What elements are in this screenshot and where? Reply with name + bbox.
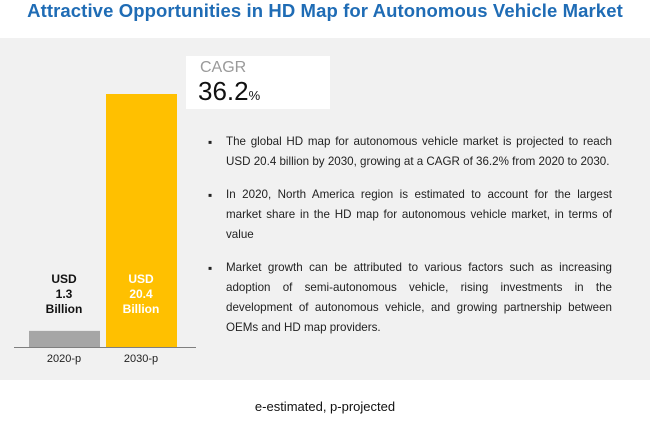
chart-title: Attractive Opportunities in HD Map for A… bbox=[27, 0, 623, 21]
bar-label-2020-line2: 1.3 bbox=[55, 287, 73, 301]
cagr-value: 36.2% bbox=[198, 76, 260, 107]
bar-label-2030: USD 20.4 Billion bbox=[106, 272, 176, 317]
footnote: e-estimated, p-projected bbox=[254, 399, 396, 414]
bar-2030 bbox=[106, 94, 177, 347]
bullet-item: ▪ Market growth can be attributed to var… bbox=[208, 258, 612, 338]
bar-chart bbox=[14, 94, 196, 348]
bullet-item: ▪ The global HD map for autonomous vehic… bbox=[208, 132, 612, 172]
bullet-text: The global HD map for autonomous vehicle… bbox=[226, 135, 612, 168]
bullet-text: In 2020, North America region is estimat… bbox=[226, 188, 612, 241]
bullet-item: ▪ In 2020, North America region is estim… bbox=[208, 185, 612, 245]
bullet-icon: ▪ bbox=[208, 261, 213, 275]
bar-label-2030-line1: USD bbox=[128, 272, 154, 286]
bullet-text: Market growth can be attributed to vario… bbox=[226, 261, 612, 334]
bullet-list: ▪ The global HD map for autonomous vehic… bbox=[208, 132, 612, 351]
bar-label-2020: USD 1.3 Billion bbox=[29, 272, 99, 317]
bar-label-2020-line1: USD bbox=[51, 272, 77, 286]
cagr-number: 36.2 bbox=[198, 76, 249, 106]
content-panel: USD 1.3 Billion USD 20.4 Billion 2020-p … bbox=[0, 38, 650, 380]
x-tick-label-2030: 2030-p bbox=[123, 353, 159, 365]
cagr-unit: % bbox=[248, 88, 261, 103]
cagr-box: CAGR 36.2% bbox=[186, 56, 330, 109]
bar-2020 bbox=[29, 330, 100, 347]
x-tick-label-2020: 2020-p bbox=[46, 353, 82, 365]
bar-label-2030-line3: Billion bbox=[122, 302, 160, 316]
bar-label-2030-line2: 20.4 bbox=[129, 287, 153, 301]
bar-label-2020-line3: Billion bbox=[45, 302, 83, 316]
bullet-icon: ▪ bbox=[208, 188, 213, 202]
cagr-label: CAGR bbox=[200, 59, 247, 76]
bullet-icon: ▪ bbox=[208, 135, 213, 149]
